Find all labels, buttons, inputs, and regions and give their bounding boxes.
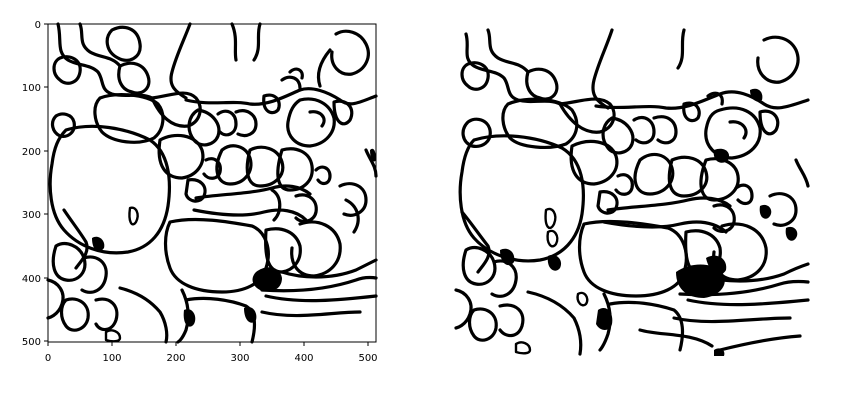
x-tick-label: 500 bbox=[358, 353, 377, 364]
right-blobs bbox=[500, 88, 798, 356]
left-blobs bbox=[92, 148, 376, 327]
x-tick-label: 0 bbox=[45, 353, 51, 364]
y-tick-label: 300 bbox=[22, 210, 41, 221]
y-tick-label: 100 bbox=[22, 83, 41, 94]
y-tick-label: 200 bbox=[22, 147, 41, 158]
left-axes-frame bbox=[47, 23, 377, 343]
x-tick-label: 400 bbox=[294, 353, 313, 364]
left-y-axis: 0 100 200 300 400 500 bbox=[22, 20, 48, 348]
y-tick-label: 0 bbox=[35, 20, 41, 31]
y-tick-label: 500 bbox=[22, 337, 41, 348]
y-tick-label: 400 bbox=[22, 274, 41, 285]
right-panel bbox=[454, 28, 810, 356]
right-image bbox=[454, 28, 810, 356]
left-image bbox=[46, 22, 378, 344]
x-tick-label: 200 bbox=[166, 353, 185, 364]
x-tick-label: 100 bbox=[102, 353, 121, 364]
left-panel: 0 100 200 300 400 500 0 100 200 300 400 … bbox=[22, 20, 378, 364]
left-x-axis: 0 100 200 300 400 500 bbox=[45, 342, 378, 364]
x-tick-label: 300 bbox=[230, 353, 249, 364]
